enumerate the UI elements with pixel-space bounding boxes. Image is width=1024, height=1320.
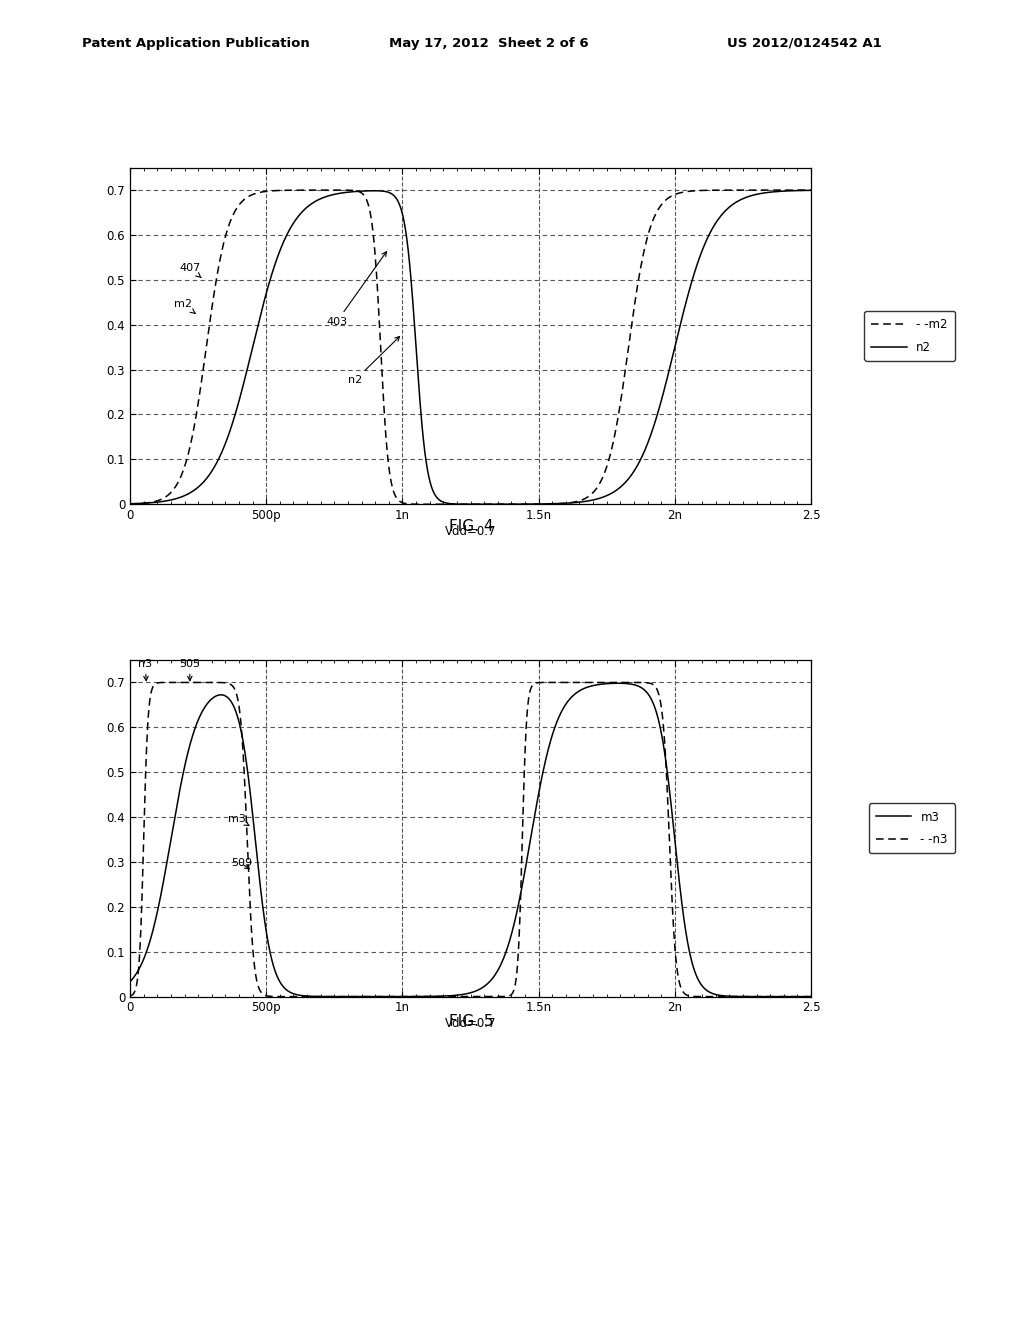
Text: 407: 407 bbox=[179, 263, 201, 277]
Text: 403: 403 bbox=[327, 252, 386, 327]
X-axis label: Vdd=0.7: Vdd=0.7 bbox=[444, 525, 497, 537]
Text: FIG. 5: FIG. 5 bbox=[449, 1014, 494, 1028]
Text: m2: m2 bbox=[174, 298, 196, 313]
X-axis label: Vdd=0.7: Vdd=0.7 bbox=[444, 1018, 497, 1030]
Text: 505: 505 bbox=[179, 659, 200, 681]
Text: m3: m3 bbox=[228, 813, 249, 825]
Text: May 17, 2012  Sheet 2 of 6: May 17, 2012 Sheet 2 of 6 bbox=[389, 37, 589, 50]
Text: 509: 509 bbox=[230, 858, 252, 869]
Text: FIG. 4: FIG. 4 bbox=[449, 519, 494, 533]
Text: n3: n3 bbox=[138, 659, 153, 681]
Text: Patent Application Publication: Patent Application Publication bbox=[82, 37, 309, 50]
Legend: m3, - -n3: m3, - -n3 bbox=[868, 804, 955, 853]
Text: n2: n2 bbox=[348, 337, 399, 385]
Legend: - -m2, n2: - -m2, n2 bbox=[864, 312, 955, 360]
Text: US 2012/0124542 A1: US 2012/0124542 A1 bbox=[727, 37, 882, 50]
